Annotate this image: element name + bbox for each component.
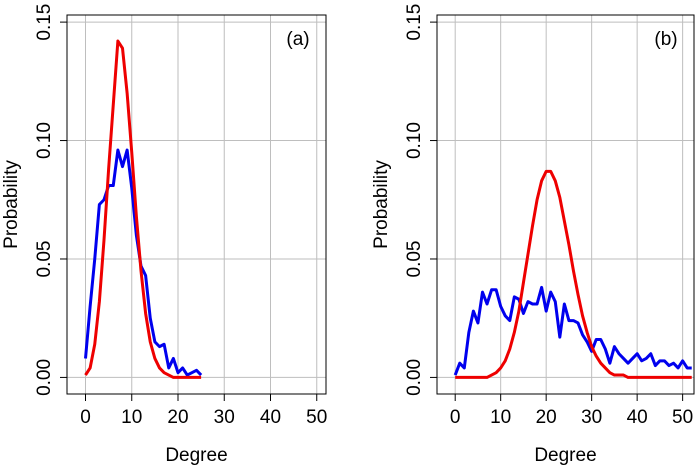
x-tick-label: 20 bbox=[536, 407, 557, 428]
x-tick-label: 50 bbox=[672, 407, 693, 428]
annotation: (a) bbox=[286, 29, 309, 50]
y-axis-label: Probability bbox=[371, 160, 392, 249]
series-line bbox=[453, 285, 692, 376]
series-line bbox=[84, 39, 202, 379]
y-tick-label: 0.15 bbox=[34, 4, 55, 41]
x-tick-label: 20 bbox=[167, 407, 188, 428]
x-tick-label: 0 bbox=[80, 407, 91, 428]
y-tick-label: 0.00 bbox=[34, 359, 55, 396]
x-tick-label: 30 bbox=[581, 407, 602, 428]
x-tick-label: 40 bbox=[260, 407, 281, 428]
x-tick-label: 40 bbox=[627, 407, 648, 428]
y-tick-label: 0.10 bbox=[404, 122, 425, 159]
y-tick-label: 0.05 bbox=[34, 240, 55, 277]
series-line bbox=[455, 169, 692, 379]
x-axis-label: Degree bbox=[534, 445, 596, 466]
y-axis-label: Probability bbox=[1, 160, 22, 249]
plot-frame bbox=[436, 14, 695, 395]
series-line bbox=[84, 148, 203, 377]
x-tick-label: 30 bbox=[214, 407, 235, 428]
plot-frame bbox=[66, 14, 327, 395]
x-tick-label: 10 bbox=[490, 407, 511, 428]
y-tick-label: 0.05 bbox=[404, 240, 425, 277]
y-tick-label: 0.00 bbox=[404, 359, 425, 396]
y-tick-label: 0.15 bbox=[404, 4, 425, 41]
x-tick-label: 10 bbox=[121, 407, 142, 428]
y-tick-label: 0.10 bbox=[34, 122, 55, 159]
annotation: (b) bbox=[654, 29, 677, 50]
x-axis-label: Degree bbox=[165, 445, 227, 466]
x-tick-label: 0 bbox=[450, 407, 461, 428]
x-tick-label: 50 bbox=[306, 407, 327, 428]
